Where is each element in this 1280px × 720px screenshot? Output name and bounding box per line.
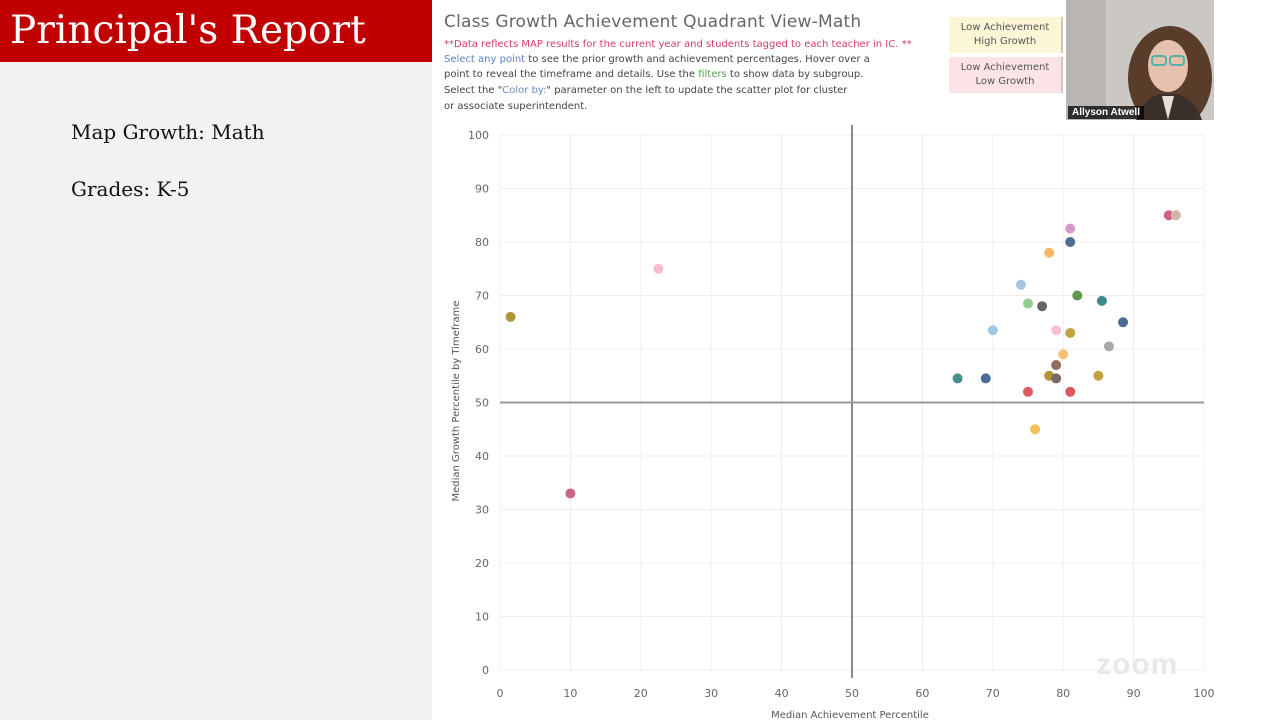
data-warning-note: **Data reflects MAP results for the curr… <box>444 39 912 50</box>
y-tick-label: 40 <box>475 450 489 463</box>
slide-title-bar: Principal's Report <box>0 0 432 62</box>
data-point[interactable] <box>1096 295 1107 306</box>
data-point[interactable] <box>1037 301 1048 312</box>
y-axis-label: Median Growth Percentile by Timeframe <box>451 300 462 501</box>
data-point[interactable] <box>1118 317 1129 328</box>
data-point[interactable] <box>1170 210 1181 221</box>
data-point[interactable] <box>653 263 664 274</box>
x-tick-label: 60 <box>915 687 929 700</box>
quadrant-lines <box>500 125 1204 678</box>
data-point[interactable] <box>987 325 998 336</box>
data-point[interactable] <box>1058 349 1069 360</box>
legend-label-line: Low Achievement <box>960 62 1050 73</box>
instruction-line-2: point to reveal the timeframe and detail… <box>444 67 863 83</box>
data-point[interactable] <box>1065 327 1076 338</box>
y-tick-label: 70 <box>475 290 489 303</box>
axis-ticks: 0 10 20 30 40 50 60 70 80 90 100 0 10 20 30 40 50 60 70 80 9… <box>468 129 1215 700</box>
instruction-text-2: point to reveal the timeframe and detail… <box>444 69 699 80</box>
participant-video[interactable]: Allyson Atwell <box>1066 0 1214 120</box>
data-point[interactable] <box>1065 223 1076 234</box>
data-point[interactable] <box>1163 210 1174 221</box>
color-by-link[interactable]: Color by: <box>502 85 547 96</box>
instruction-text-4b: " parameter on the left to update the sc… <box>546 85 848 96</box>
x-axis-label: Median Achievement Percentile <box>771 710 929 720</box>
data-point[interactable] <box>1065 237 1076 247</box>
data-point[interactable] <box>1023 298 1033 309</box>
x-tick-label: 90 <box>1127 687 1141 700</box>
zoom-watermark: zoom <box>1096 648 1179 681</box>
legend-label-line: Low Growth <box>975 76 1035 87</box>
data-point[interactable] <box>952 373 963 384</box>
data-point[interactable] <box>1051 325 1062 336</box>
instruction-text-3: to show data by subgroup. <box>726 69 864 80</box>
y-tick-label: 100 <box>468 129 489 142</box>
select-point-link[interactable]: Select any point <box>444 54 526 65</box>
data-point[interactable] <box>1023 386 1033 397</box>
data-point[interactable] <box>1093 370 1104 381</box>
instruction-line-1: Select any point to see the prior growth… <box>444 52 870 68</box>
slide-title: Principal's Report <box>10 8 366 53</box>
data-point[interactable] <box>1051 360 1062 371</box>
y-tick-label: 90 <box>475 183 489 196</box>
data-point[interactable] <box>1044 247 1055 258</box>
x-tick-label: 50 <box>845 687 859 700</box>
slide-subject-line: Map Growth: Math <box>71 120 265 144</box>
instruction-text-1: to see the prior growth and achievement … <box>525 54 870 65</box>
legend-low-achievement-low-growth[interactable]: Low Achievement Low Growth <box>949 57 1063 93</box>
x-tick-label: 70 <box>986 687 1000 700</box>
x-tick-label: 100 <box>1194 687 1215 700</box>
data-point[interactable] <box>980 373 991 384</box>
instruction-line-3: Select the "Color by:" parameter on the … <box>444 83 847 99</box>
data-point[interactable] <box>1051 373 1062 384</box>
data-point[interactable] <box>505 311 516 322</box>
data-point[interactable] <box>1072 290 1083 301</box>
x-tick-label: 40 <box>775 687 789 700</box>
dashboard-title: Class Growth Achievement Quadrant View-M… <box>444 12 862 32</box>
data-points[interactable] <box>505 210 1181 499</box>
y-tick-label: 30 <box>475 504 489 517</box>
instruction-line-4: or associate superintendent. <box>444 101 588 112</box>
x-tick-label: 20 <box>634 687 648 700</box>
data-point[interactable] <box>1065 386 1076 397</box>
dashboard-panel: Class Growth Achievement Quadrant View-M… <box>432 0 1280 720</box>
data-point[interactable] <box>1015 279 1026 290</box>
y-tick-label: 50 <box>475 397 489 410</box>
x-tick-label: 0 <box>497 687 504 700</box>
x-tick-label: 30 <box>704 687 718 700</box>
x-tick-label: 80 <box>1056 687 1070 700</box>
y-tick-label: 80 <box>475 236 489 249</box>
legend-label-line: High Growth <box>973 36 1037 47</box>
y-tick-label: 10 <box>475 611 489 624</box>
filters-link[interactable]: filters <box>698 69 727 80</box>
y-tick-label: 0 <box>482 664 489 677</box>
instruction-text-4a: Select the " <box>444 85 503 96</box>
y-tick-label: 20 <box>475 557 489 570</box>
data-point[interactable] <box>1103 341 1114 352</box>
x-tick-label: 10 <box>563 687 577 700</box>
y-tick-label: 60 <box>475 343 489 356</box>
scatter-chart[interactable]: 0 10 20 30 40 50 60 70 80 90 100 0 10 20 30 40 50 60 70 80 9… <box>432 120 1280 720</box>
data-point[interactable] <box>565 488 576 499</box>
legend-label-line: Low Achievement <box>960 22 1050 33</box>
legend-low-achievement-high-growth[interactable]: Low Achievement High Growth <box>949 17 1063 53</box>
slide-grades-line: Grades: K-5 <box>71 177 190 201</box>
participant-name: Allyson Atwell <box>1068 106 1144 119</box>
participant-avatar <box>1066 0 1214 120</box>
data-point[interactable] <box>1030 424 1041 435</box>
slide-panel: Principal's Report Map Growth: Math Grad… <box>0 0 432 720</box>
